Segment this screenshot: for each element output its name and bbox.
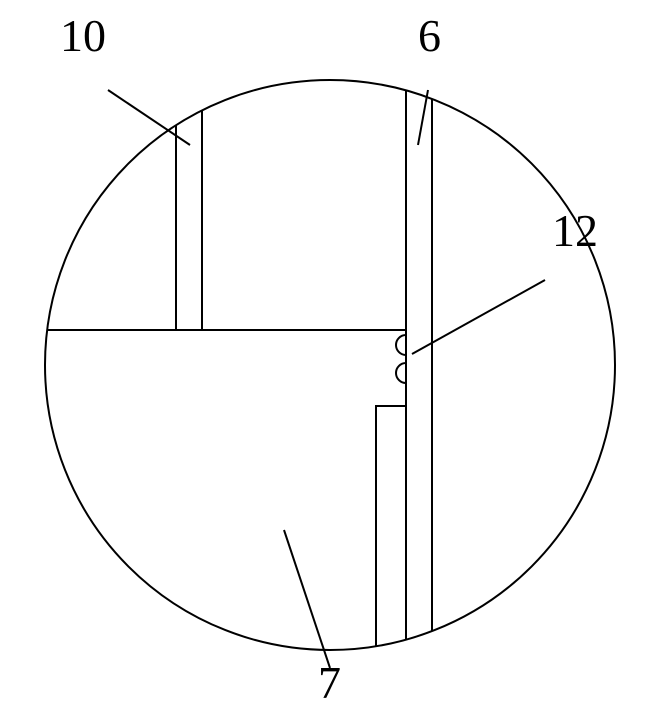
bead-lower (396, 363, 406, 383)
label-10: 10 (60, 9, 106, 62)
label-7: 7 (318, 656, 341, 709)
detail-circle (45, 80, 615, 650)
label-6: 6 (418, 9, 441, 62)
bead-upper (396, 335, 406, 355)
label-12: 12 (552, 204, 598, 257)
leader-6 (418, 90, 428, 145)
diagram-svg (0, 0, 650, 718)
block-outline (47, 330, 406, 646)
leader-10 (108, 90, 190, 145)
